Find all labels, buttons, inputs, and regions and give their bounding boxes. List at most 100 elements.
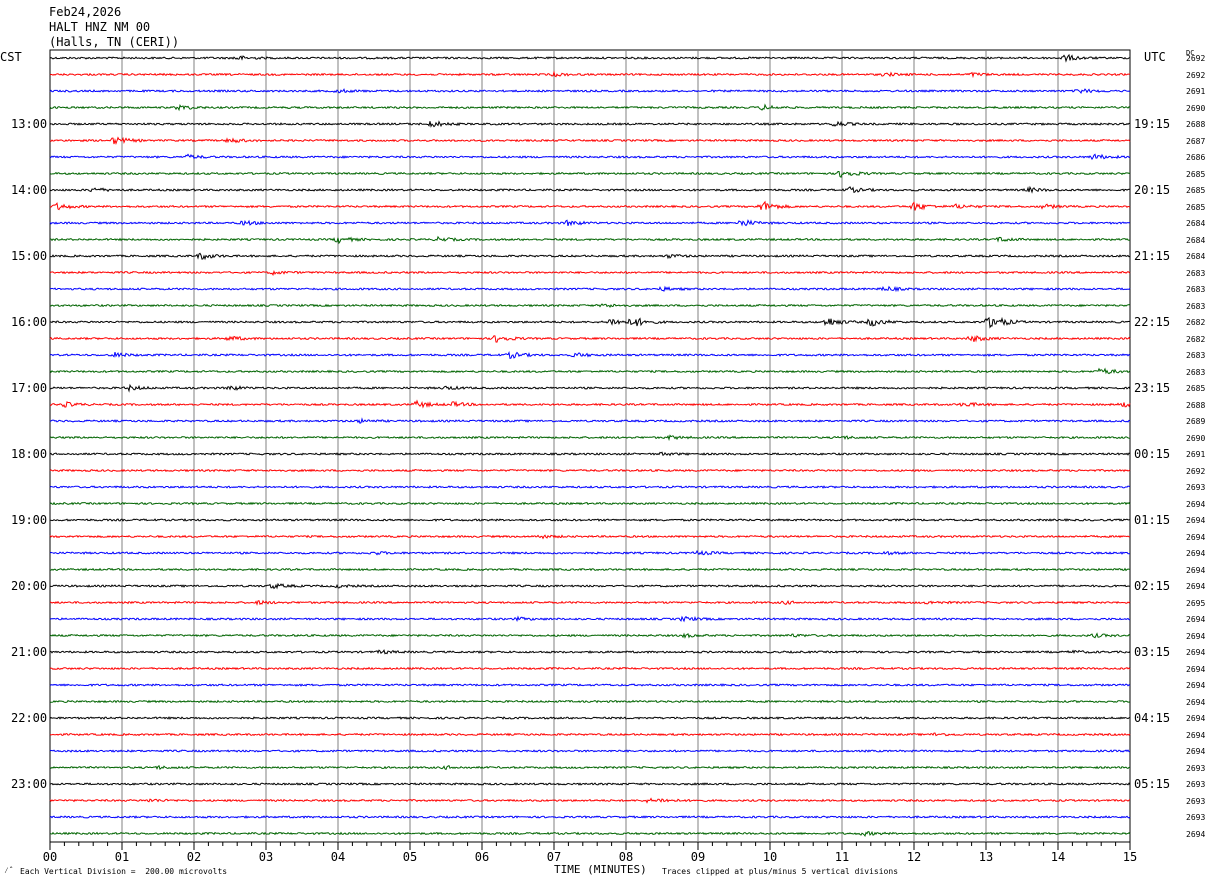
dc-value-label: 2693 (1186, 813, 1206, 822)
trace-row (49, 567, 1130, 572)
trace-row (49, 549, 1130, 556)
station-label: HALT HNZ NM 00 (49, 20, 151, 34)
trace-row (49, 170, 1131, 178)
trace-row (49, 399, 1131, 409)
dc-value-label: 2694 (1186, 648, 1206, 657)
dc-value-label: 2682 (1186, 318, 1206, 327)
trace-row (49, 468, 1131, 473)
dc-value-label: 2689 (1186, 417, 1206, 426)
dc-value-label: 2684 (1186, 252, 1206, 261)
trace-row (49, 367, 1131, 375)
grid-lines (49, 49, 1131, 843)
utc-hour-label: 04:15 (1134, 711, 1171, 725)
trace-row (49, 285, 1131, 293)
trace-row (49, 88, 1131, 95)
trace-row (49, 235, 1131, 245)
dc-value-label: 2688 (1186, 400, 1206, 410)
trace-row (49, 335, 1131, 343)
trace-row (49, 501, 1131, 506)
dc-value-label: 2684 (1186, 219, 1206, 228)
utc-hour-label: 01:15 (1134, 513, 1171, 527)
dc-value-label: 2691 (1186, 87, 1206, 96)
trace-row (49, 649, 1131, 655)
dc-value-label: 2693 (1186, 483, 1206, 492)
dc-value-label: 2688 (1186, 120, 1206, 129)
trace-row (49, 764, 1131, 771)
dc-value-label: 2694 (1186, 714, 1206, 723)
dc-value-label: 2685 (1186, 202, 1206, 212)
x-tick-label: 15 (1123, 850, 1137, 864)
dc-value-label: 2694 (1186, 664, 1206, 674)
trace-row (49, 70, 1131, 79)
trace-row (49, 383, 1131, 393)
local-zone-label: CST (0, 50, 22, 64)
dc-value-label: 2687 (1186, 136, 1206, 146)
dc-value-label: 2682 (1186, 334, 1206, 344)
trace-row (49, 534, 1131, 540)
plot-frame (49, 49, 1131, 843)
dc-value-label: 2692 (1186, 70, 1206, 80)
utc-hour-label: 19:15 (1134, 117, 1171, 131)
cst-hour-label: 16:00 (11, 315, 48, 329)
trace-row (50, 252, 1131, 261)
dc-value-label: 2685 (1186, 384, 1206, 393)
dc-value-label: 2694 (1186, 582, 1206, 591)
dc-value-label: 2690 (1186, 433, 1206, 443)
trace-layer (49, 53, 1131, 837)
dc-value-label: 2683 (1186, 268, 1206, 278)
dc-value-label: 2694 (1186, 615, 1206, 624)
x-tick-label: 02 (187, 850, 201, 864)
dc-value-label: 2683 (1186, 351, 1206, 360)
trace-row (49, 185, 1130, 194)
trace-row (49, 53, 1131, 63)
utc-hour-label: 03:15 (1134, 645, 1171, 659)
trace-row (49, 716, 1131, 720)
x-axis: 00 01 02 03 04 05 06 07 08 09 10 11 12 13 14 15 (43, 842, 1137, 864)
dc-header: DC (1186, 49, 1195, 57)
corner-mark: ⁄ˆ (4, 866, 14, 875)
cst-hour-label: 20:00 (11, 579, 48, 593)
trace-row (49, 615, 1131, 623)
dc-value-label: 2694 (1186, 697, 1206, 707)
cst-hour-label: 22:00 (11, 711, 48, 725)
trace-row (49, 120, 1131, 128)
trace-row (49, 351, 1131, 360)
trace-row (49, 732, 1131, 737)
x-tick-label: 05 (403, 850, 417, 864)
x-tick-label: 08 (619, 850, 633, 864)
date-label: Feb24,2026 (49, 5, 122, 19)
dc-value-label: 2691 (1186, 450, 1206, 459)
cst-hour-label: 18:00 (11, 447, 48, 461)
utc-hour-label: 00:15 (1134, 447, 1171, 461)
trace-row (49, 599, 1131, 606)
trace-row (49, 316, 1131, 329)
cst-hour-label: 14:00 (11, 183, 48, 197)
x-tick-label: 04 (331, 850, 345, 864)
utc-hour-label: 21:15 (1134, 249, 1171, 263)
dc-value-label: 2694 (1186, 681, 1206, 690)
x-tick-label: 10 (763, 850, 777, 864)
dc-value-label: 2694 (1186, 829, 1206, 839)
trace-row (49, 683, 1131, 687)
dc-value-label: 2685 (1186, 186, 1206, 195)
cst-hour-label: 21:00 (11, 645, 48, 659)
x-tick-label: 06 (475, 850, 489, 864)
location-label: (Halls, TN (CERI)) (49, 35, 180, 49)
trace-row (50, 518, 1131, 522)
trace-row (49, 699, 1131, 704)
trace-row (49, 666, 1131, 671)
utc-hour-label: 20:15 (1134, 183, 1171, 197)
x-tick-label: 12 (907, 850, 921, 864)
trace-row (49, 582, 1131, 590)
trace-row (49, 782, 1131, 786)
x-tick-label: 03 (259, 850, 273, 864)
utc-hour-label: 02:15 (1134, 579, 1171, 593)
dc-value-label: 2693 (1186, 796, 1206, 806)
x-tick-label: 07 (547, 850, 561, 864)
cst-hour-label: 19:00 (11, 513, 48, 527)
trace-row (49, 136, 1131, 145)
trace-row (49, 815, 1131, 819)
trace-row (49, 451, 1131, 457)
trace-row (49, 270, 1131, 276)
